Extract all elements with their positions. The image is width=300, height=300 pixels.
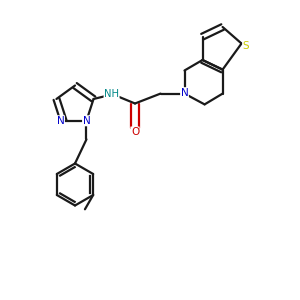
Text: N: N	[82, 116, 90, 126]
Text: N: N	[57, 116, 64, 126]
Text: N: N	[181, 88, 188, 98]
Text: NH: NH	[104, 88, 119, 99]
Text: S: S	[243, 41, 249, 52]
Text: O: O	[131, 127, 139, 137]
